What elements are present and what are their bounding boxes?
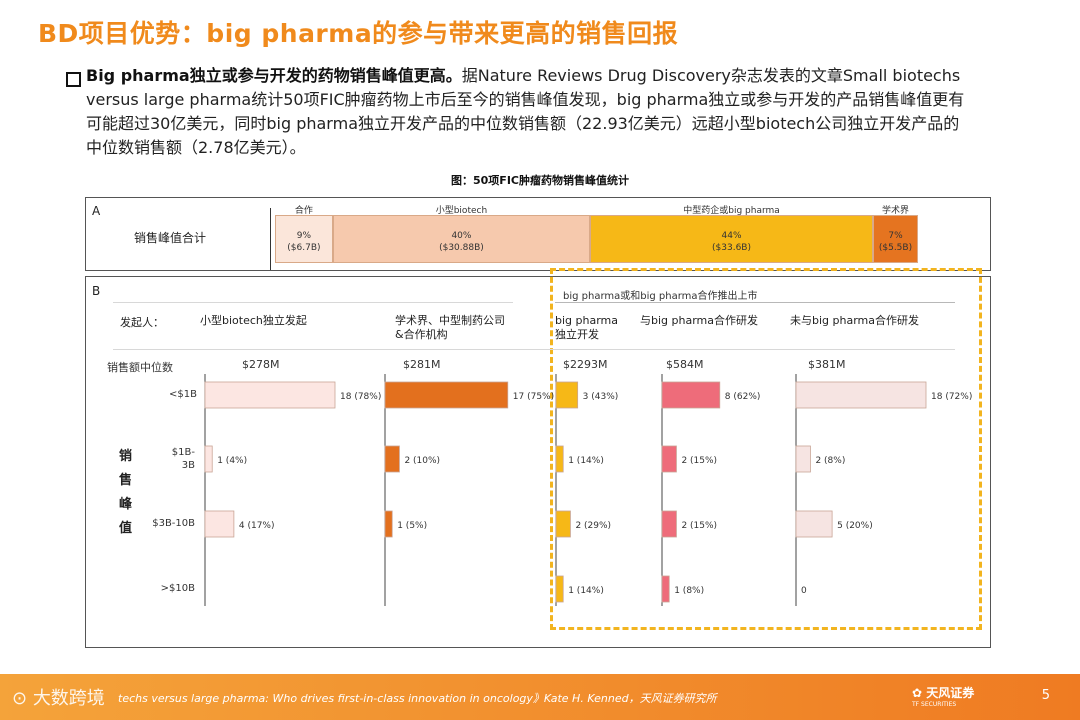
body-text: 据Nature Reviews Drug Discovery杂志发表的文章Sma… [86,66,965,157]
body-paragraph: Big pharma独立或参与开发的药物销售峰值更高。据Nature Revie… [86,64,966,160]
header-underline [113,349,955,350]
page-number: 5 [1041,688,1050,703]
group-header: big pharma或和big pharma合作推出上市 [563,291,758,302]
panel-a [85,197,991,271]
logo-icon: ✿ [912,686,927,700]
panel-b [85,276,991,648]
stacked-segment-3: 7% ($5.5B) [872,215,918,263]
figure-title: 图：50项FIC肿瘤药物销售峰值统计 [451,174,629,187]
body-bold-text: Big pharma独立或参与开发的药物销售峰值更高。 [86,66,462,85]
watermark: ⊙ 大数跨境 [12,688,105,709]
company-logo: ✿ 天风证券 TF SECURITIES [912,686,975,708]
segment-pct: 9% [296,231,312,241]
segment-header-2: 中型药企或big pharma [683,206,780,216]
source-note: techs versus large pharma: Who drives fi… [118,692,717,705]
watermark-icon: ⊙ [12,688,33,709]
header-bracket [113,302,513,303]
segment-value: ($30.88B) [439,243,484,253]
square-bullet-icon [66,70,84,88]
segment-pct: 44% [721,231,742,241]
stacked-segment-1: 40% ($30.88B) [332,215,591,263]
page-title: BD项目优势：big pharma的参与带来更高的销售回报 [38,19,679,48]
highlight-frame [550,268,982,630]
stacked-segment-0: 9% ($6.7B) [275,215,333,263]
segment-header-1: 小型biotech [435,206,488,216]
median-label: 销售额中位数 [107,361,173,374]
group-header-bracket [555,302,955,303]
segment-pct: 40% [451,231,472,241]
segment-header-0: 合作 [294,206,313,216]
initiator-label: 发起人： [120,316,164,329]
panel-b-label: B [92,284,101,298]
footer-bar: ⊙ 大数跨境 techs versus large pharma: Who dr… [0,674,1080,720]
segment-value: ($33.6B) [712,243,751,253]
segment-pct: 7% [888,231,903,241]
segment-value: ($5.5B) [878,243,913,253]
stacked-segment-2: 44% ($33.6B) [590,215,873,263]
segment-value: ($6.7B) [287,243,321,253]
panel-a-row-label: 销售峰值合计 [134,231,207,245]
segment-header-3: 学术界 [881,206,909,216]
panel-a-divider [270,208,271,270]
y-axis-title: 销售峰值 [119,449,133,536]
panel-a-label: A [92,204,101,218]
